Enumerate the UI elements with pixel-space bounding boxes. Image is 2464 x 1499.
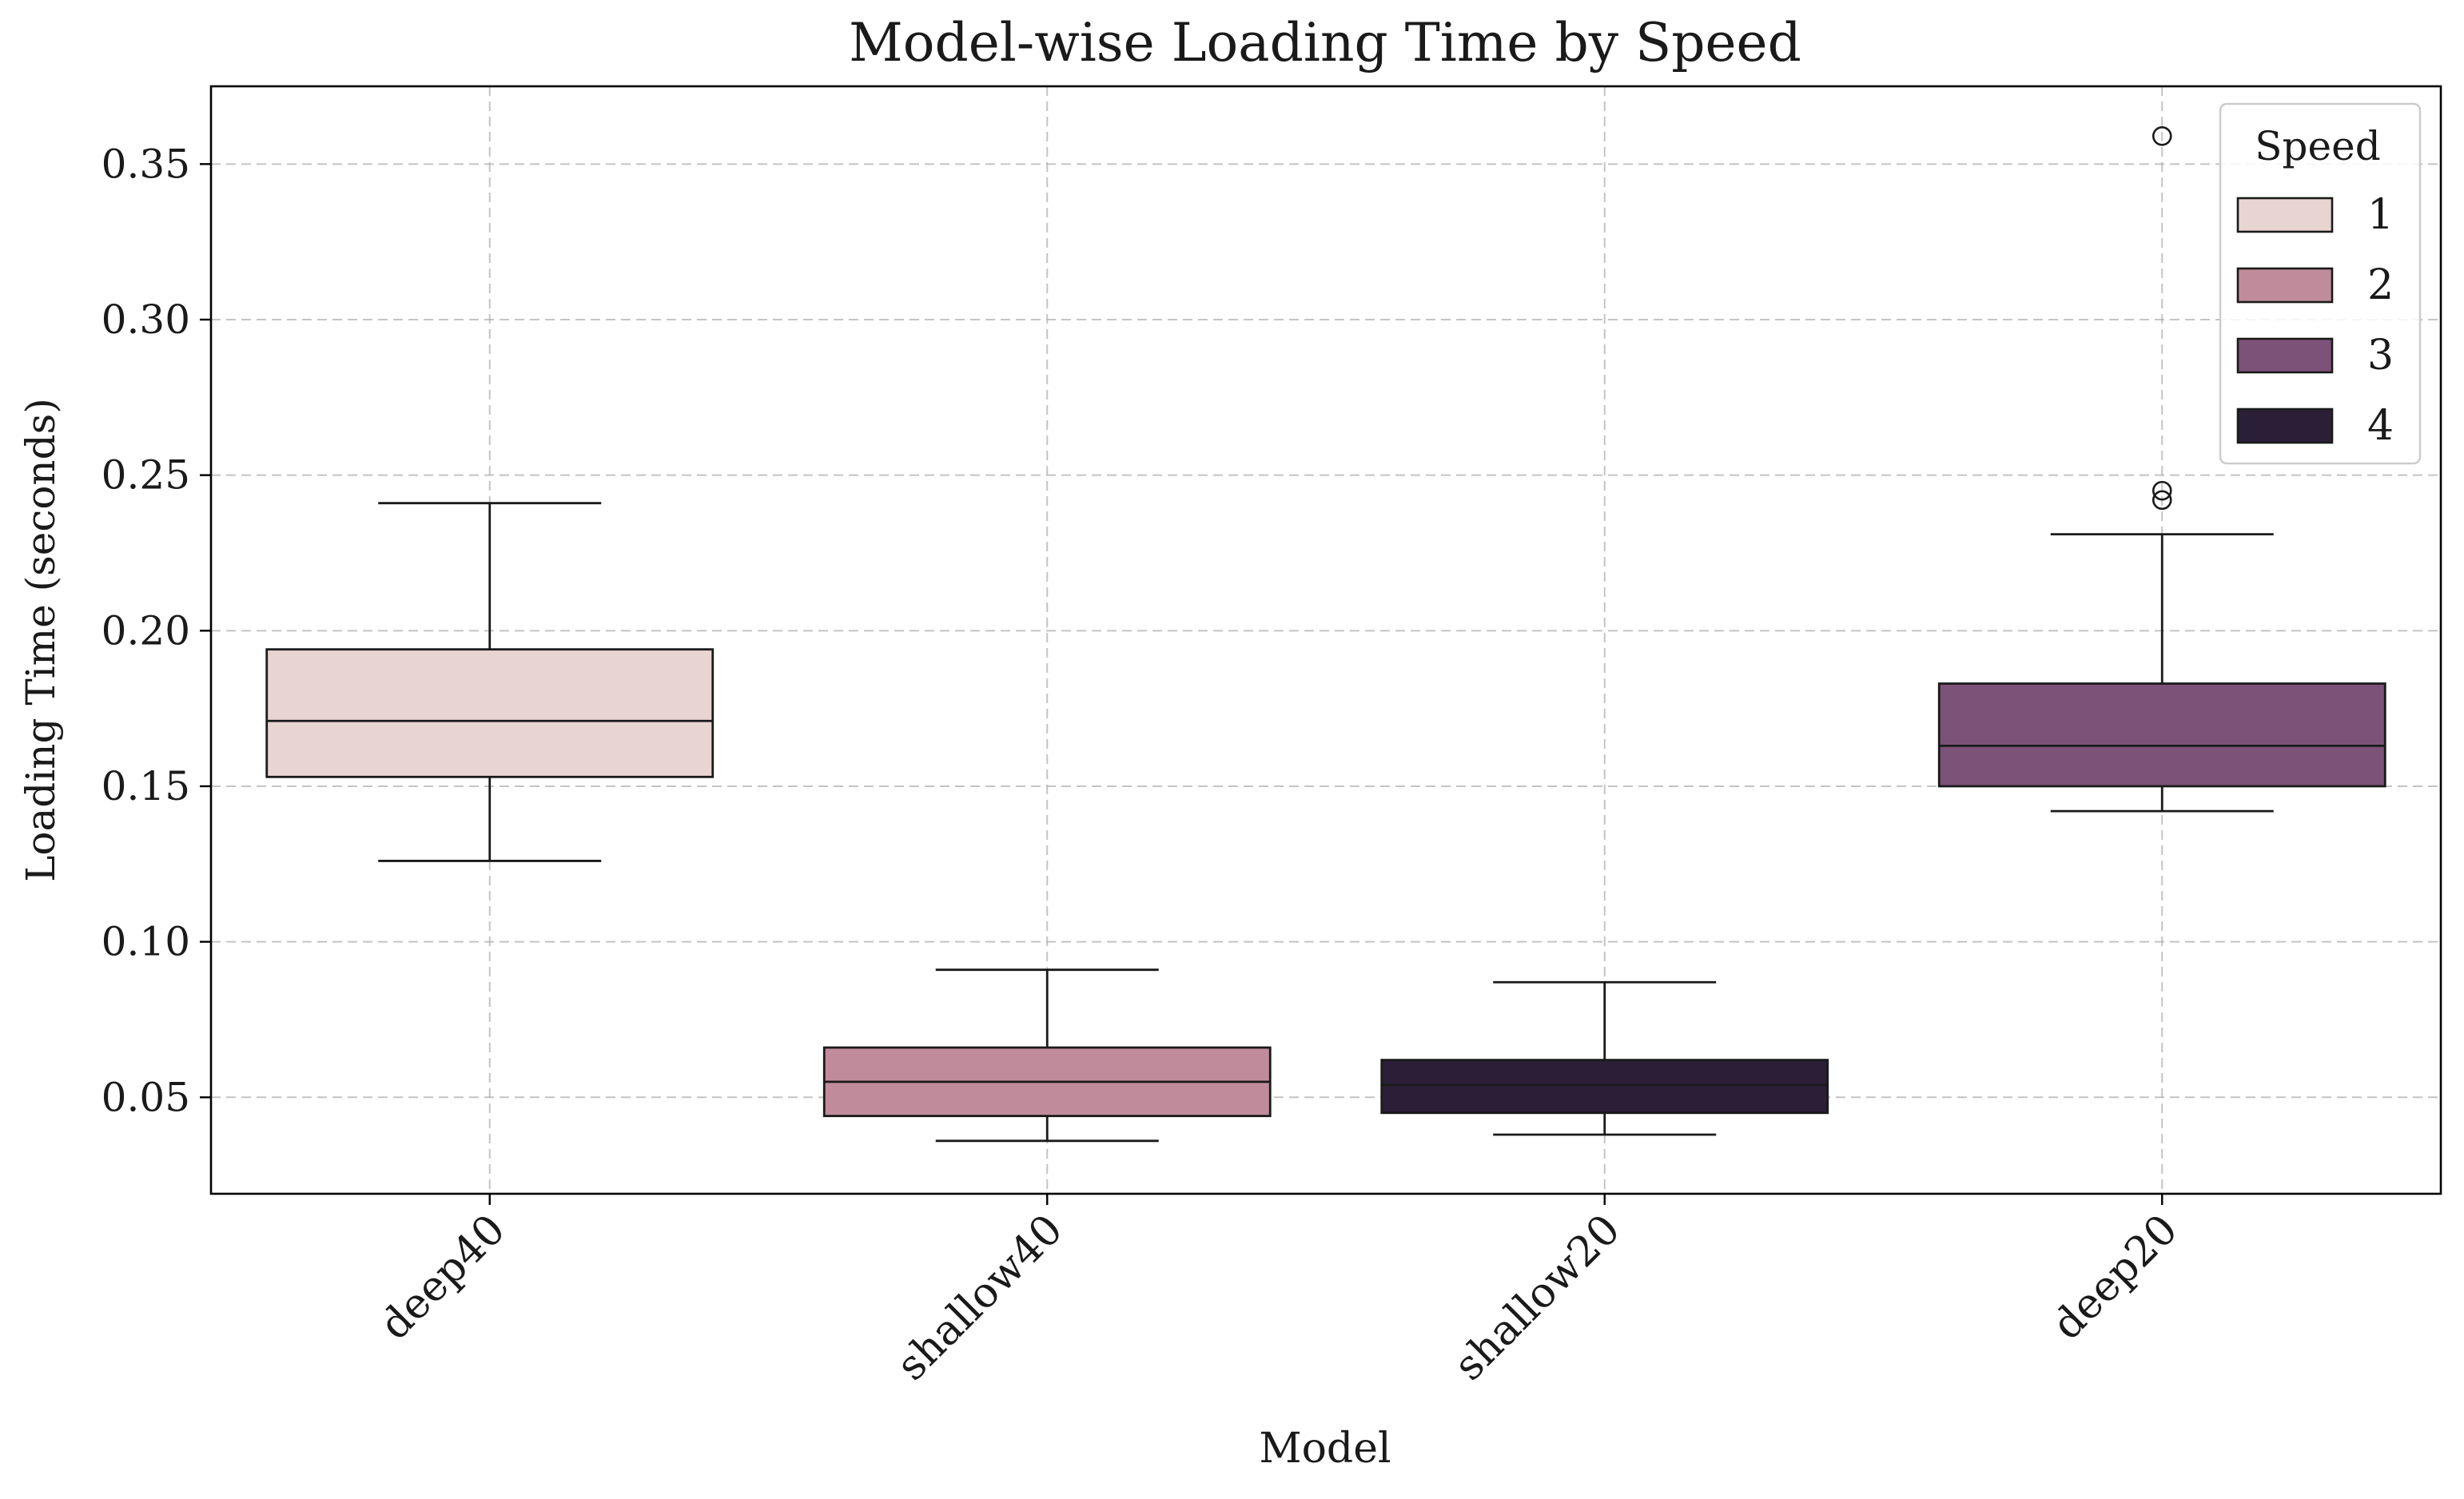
- plot-area-frame: [209, 85, 2442, 1195]
- legend-entry: 3: [2236, 332, 2394, 380]
- legend-swatch: [2236, 197, 2334, 233]
- box-iqr: [265, 648, 715, 778]
- legend-swatch: [2236, 337, 2334, 374]
- legend-label: 1: [2367, 191, 2394, 239]
- box-group-deep20: [1937, 125, 2386, 813]
- x-axis-label: Model: [1259, 1425, 1391, 1473]
- chart-title: Model-wise Loading Time by Speed: [849, 12, 1801, 74]
- box-group-shallow40: [822, 968, 1272, 1143]
- legend-label: 3: [2367, 332, 2394, 380]
- legend-label: 2: [2367, 261, 2394, 309]
- y-tick-label: 0.15: [102, 763, 190, 809]
- legend-title: Speed: [2255, 123, 2380, 169]
- box-iqr: [1380, 1059, 1829, 1115]
- legend-entry: 1: [2236, 191, 2394, 239]
- outlier-point: [2152, 480, 2172, 501]
- y-axis-label: Loading Time (seconds): [18, 398, 64, 882]
- y-axis: 0.05 0.10 0.15 0.20 0.25 0.30 0.35: [102, 141, 211, 1120]
- legend-entries: 1 2 3 4: [2236, 191, 2394, 450]
- y-tick-label: 0.05: [102, 1074, 190, 1120]
- y-tick-label: 0.30: [102, 296, 190, 343]
- y-tick-label: 0.10: [102, 919, 190, 965]
- box-series: [265, 125, 2386, 1143]
- y-tick-label: 0.20: [102, 607, 190, 654]
- box-group-shallow20: [1380, 980, 1829, 1136]
- y-tick-label: 0.25: [102, 452, 190, 499]
- box-iqr: [1937, 682, 2386, 788]
- box-group-deep40: [265, 502, 715, 862]
- y-tick-label: 0.35: [102, 141, 190, 187]
- legend-label: 4: [2367, 402, 2394, 450]
- legend-swatch: [2236, 408, 2334, 444]
- outlier-point: [2152, 490, 2172, 511]
- legend: Speed 1 2 3 4: [2219, 102, 2422, 465]
- legend-entry: 2: [2236, 261, 2394, 309]
- outlier-point: [2152, 125, 2172, 146]
- legend-swatch: [2236, 267, 2334, 304]
- legend-entry: 4: [2236, 402, 2394, 450]
